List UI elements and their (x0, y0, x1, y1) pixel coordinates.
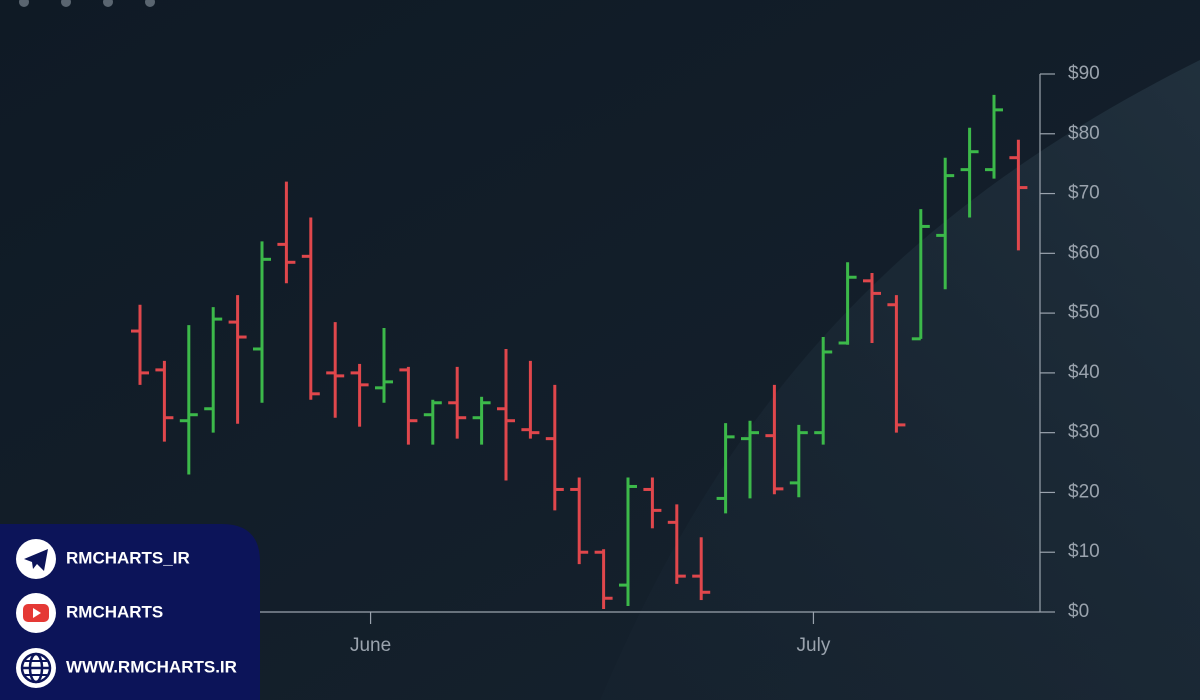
ohlc-bar (131, 304, 149, 385)
background-band (600, 60, 1200, 700)
brand-website[interactable]: WWW.RMCHARTS.IR (66, 657, 237, 676)
ohlc-bar (692, 537, 711, 601)
ohlc-bar (155, 360, 174, 442)
brand-youtube[interactable]: RMCHARTS (66, 602, 163, 621)
ohlc-bar (936, 157, 955, 290)
ohlc-bar (497, 348, 515, 481)
ohlc-bar (301, 217, 320, 400)
ohlc-bar (594, 549, 613, 610)
ohlc-bar (228, 295, 247, 424)
brand-telegram[interactable]: RMCHARTS_IR (66, 548, 190, 567)
y-tick-label: $20 (1068, 481, 1100, 502)
ohlc-bar (277, 181, 296, 284)
y-tick-label: $60 (1068, 242, 1100, 263)
x-tick-label: June (350, 635, 391, 656)
ohlc-bar (789, 424, 808, 498)
plot: $0 $10 $20 $30 $40 $50 $60 $70 $80 $90 June July (120, 63, 1100, 656)
ohlc-bar (667, 504, 686, 584)
ohlc-bar (204, 307, 223, 433)
ohlc-bar (179, 325, 198, 475)
ohlc-bar (545, 384, 564, 511)
ohlc-bar (375, 328, 393, 403)
y-tick-label: $10 (1068, 541, 1100, 562)
y-tick-label: $50 (1068, 302, 1100, 323)
ohlc-bar (619, 477, 637, 607)
ohlc-bar (643, 477, 662, 529)
ohlc-bar (399, 366, 418, 445)
ohlc-bar (448, 366, 467, 439)
ohlc-bar (765, 384, 784, 495)
ohlc-bar (521, 360, 540, 439)
brand-panel: RMCHARTS_IR RMCHARTS WWW.RMCHARTS.IR (0, 524, 260, 700)
y-tick-label: $30 (1068, 422, 1100, 443)
ohlc-bar (326, 322, 345, 418)
ohlc-bar (863, 273, 881, 343)
x-tick-label: July (797, 635, 831, 656)
y-tick-label: $40 (1068, 362, 1100, 383)
ohlc-bar (716, 423, 735, 514)
ohlc-bar (911, 209, 930, 341)
ohlc-bar (350, 363, 369, 427)
window-dots (19, 0, 155, 7)
ohlc-bar (838, 262, 857, 345)
ohlc-bar (741, 420, 759, 499)
y-tick-label: $70 (1068, 183, 1100, 204)
y-tick-label: $0 (1068, 601, 1089, 622)
ohlc-bar (814, 337, 833, 445)
ohlc-bar (887, 295, 906, 433)
y-tick-label: $90 (1068, 63, 1100, 84)
ohlc-bar (960, 127, 979, 218)
ohlc-bar (472, 396, 491, 445)
ohlc-bar (985, 94, 1003, 179)
ohlc-bar (570, 477, 589, 565)
ohlc-bar (253, 241, 271, 403)
y-tick-label: $80 (1068, 123, 1100, 144)
ohlc-bar (423, 399, 442, 445)
ohlc-bar (1009, 139, 1028, 251)
